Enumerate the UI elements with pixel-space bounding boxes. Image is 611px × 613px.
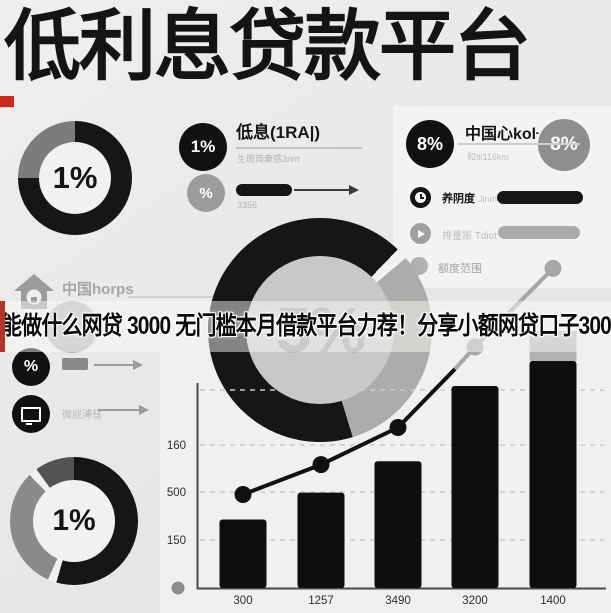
low-interest-badge: 1% [179, 123, 227, 171]
clock-icon [410, 187, 431, 208]
small-pill [62, 358, 88, 370]
percent-badge: % [187, 174, 225, 212]
donut-chart-top-left: 1% [18, 121, 132, 235]
page-title: 低利息贷款平台 [4, 4, 531, 90]
monitor-badge [12, 395, 50, 433]
china-left-title: 中国horps [62, 281, 134, 298]
decorative-gray-circle [46, 301, 98, 353]
right-arrow-icon [98, 405, 149, 415]
quota-range-label: 额度范围 [438, 263, 482, 275]
progress-pill-gray [498, 226, 580, 239]
row1-label: 养阴度 Jinm [442, 190, 497, 206]
progress-pill [497, 191, 583, 204]
donut-chart-bottom-left: 1% [10, 457, 138, 585]
low-interest-title: 低息(1RA|) [236, 123, 321, 142]
headline-banner: 能做什么网贷 3000 无门槛本月借款平台力荐！分享小额网贷口子3000 [0, 301, 611, 352]
divider [236, 147, 362, 149]
row1-label-light: Jinm [478, 194, 498, 204]
red-square-accent [0, 96, 14, 107]
left-row2-label: 微屁溥彗 [62, 410, 102, 421]
china-badge-black: 8% [406, 120, 454, 168]
headline-banner-text: 能做什么网贷 3000 无门槛本月借款平台力荐！分享小额网贷口子3000 [1, 312, 611, 340]
china-right-title: 中国心koŀ [465, 126, 540, 143]
home-icon [14, 274, 54, 309]
row2-label: 排量振 Tdiot [442, 231, 498, 242]
low-interest-caption: 3356 [237, 200, 258, 210]
progress-pill [236, 184, 292, 196]
triangle-glyph [418, 229, 425, 238]
china-badge-gray: 8% [538, 119, 590, 171]
percent-badge-black: % [12, 348, 50, 386]
red-edge-strip [0, 301, 5, 352]
donut-value: 1% [39, 142, 111, 214]
china-right-subtitle: 和til116km [467, 152, 509, 162]
right-arrow-icon [94, 360, 143, 370]
right-arrow-icon [294, 185, 359, 195]
monitor-icon [21, 406, 41, 425]
play-arrow-icon [410, 223, 431, 244]
clock-face [415, 192, 426, 203]
divider [458, 143, 580, 145]
donut-value: 1% [33, 480, 115, 562]
row1-label-bold: 养阴度 [442, 193, 475, 205]
low-interest-subtitle: 生斑简衆惑3nm [237, 154, 300, 164]
